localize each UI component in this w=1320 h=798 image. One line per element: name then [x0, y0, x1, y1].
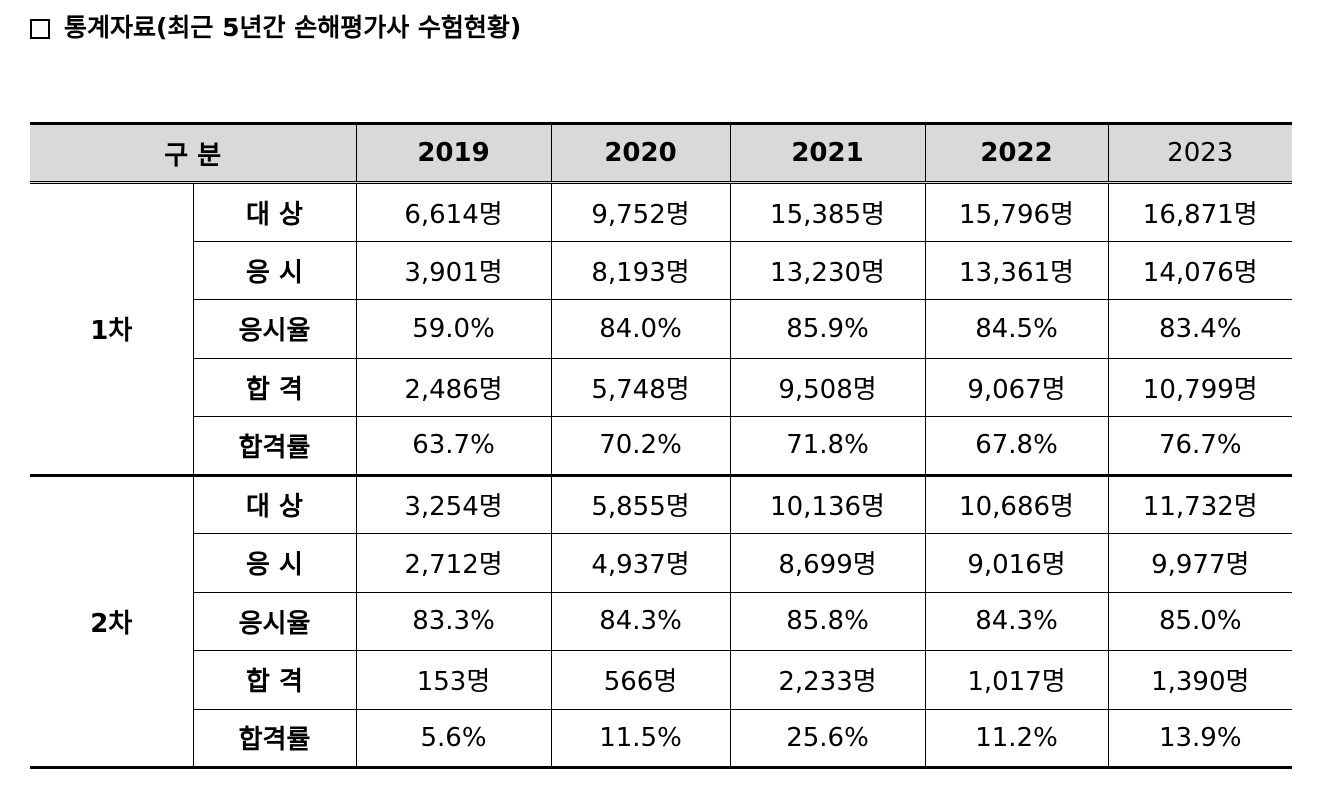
table-cell: 10,799명	[1107, 358, 1292, 417]
table-cell: 1,390명	[1107, 650, 1292, 710]
table-cell: 83.4%	[1107, 299, 1292, 359]
table-cell: 63.7%	[355, 416, 551, 477]
table-cell: 6,614명	[355, 182, 551, 242]
checkbox-square-icon	[30, 19, 50, 39]
table-row: 1차 대 상 6,614명 9,752명 15,385명 15,796명 16,…	[30, 182, 1292, 477]
table-cell: 85.8%	[729, 592, 925, 651]
table-cell: 76.7%	[1107, 416, 1292, 477]
table-cell: 15,385명	[729, 182, 925, 242]
table-cell: 11.5%	[550, 709, 730, 769]
row-label: 대 상	[192, 475, 356, 534]
table-row: 응 시 3,901명 8,193명 13,230명 13,361명 14,076…	[30, 241, 1292, 300]
table-row: 합 격 2,486명 5,748명 9,508명 9,067명 10,799명	[30, 358, 1292, 417]
group-label: 2차	[30, 475, 193, 769]
table-cell: 9,067명	[924, 358, 1108, 417]
row-label: 응시율	[192, 299, 356, 359]
group-label: 1차	[30, 182, 193, 477]
row-label: 합 격	[192, 358, 356, 417]
table-cell: 5,855명	[550, 475, 730, 534]
table-cell: 11.2%	[924, 709, 1108, 769]
table-row: 응 시 2,712명 4,937명 8,699명 9,016명 9,977명	[30, 533, 1292, 593]
table-row: 응시율 83.3% 84.3% 85.8% 84.3% 85.0%	[30, 592, 1292, 651]
header-year: 2023	[1107, 122, 1292, 184]
table-cell: 8,699명	[729, 533, 925, 593]
table-cell: 1,017명	[924, 650, 1108, 710]
header-year: 2021	[729, 122, 925, 184]
table-cell: 84.3%	[924, 592, 1108, 651]
table-cell: 13.9%	[1107, 709, 1292, 769]
table-cell: 2,712명	[355, 533, 551, 593]
row-label: 합 격	[192, 650, 356, 710]
table-cell: 4,937명	[550, 533, 730, 593]
statistics-table: 구 분 2019 2020 2021 2022 2023 1차 대 상 6,61…	[30, 122, 1292, 769]
row-label: 응시율	[192, 592, 356, 651]
header-year: 2019	[355, 122, 551, 184]
table-cell: 84.0%	[550, 299, 730, 359]
table-cell: 10,686명	[924, 475, 1108, 534]
table-cell: 3,254명	[355, 475, 551, 534]
table-cell: 10,136명	[729, 475, 925, 534]
table-cell: 11,732명	[1107, 475, 1292, 534]
table-cell: 15,796명	[924, 182, 1108, 242]
table-cell: 13,230명	[729, 241, 925, 300]
header-category: 구 분	[30, 122, 356, 184]
table-cell: 16,871명	[1107, 182, 1292, 242]
header-year: 2020	[550, 122, 730, 184]
table-cell: 14,076명	[1107, 241, 1292, 300]
table-row: 합 격 153명 566명 2,233명 1,017명 1,390명	[30, 650, 1292, 710]
table-cell: 566명	[550, 650, 730, 710]
table-cell: 71.8%	[729, 416, 925, 477]
table-cell: 25.6%	[729, 709, 925, 769]
table-row: 2차 대 상 3,254명 5,855명 10,136명 10,686명 11,…	[30, 475, 1292, 769]
table-cell: 2,233명	[729, 650, 925, 710]
table-cell: 67.8%	[924, 416, 1108, 477]
table-cell: 59.0%	[355, 299, 551, 359]
row-label: 응 시	[192, 241, 356, 300]
table-cell: 85.0%	[1107, 592, 1292, 651]
header-year: 2022	[924, 122, 1108, 184]
table-cell: 153명	[355, 650, 551, 710]
table-cell: 9,977명	[1107, 533, 1292, 593]
table-row: 합격률 5.6% 11.5% 25.6% 11.2% 13.9%	[30, 709, 1292, 769]
row-label: 합격률	[192, 709, 356, 769]
table-cell: 2,486명	[355, 358, 551, 417]
row-label: 합격률	[192, 416, 356, 477]
table-cell: 13,361명	[924, 241, 1108, 300]
table-cell: 3,901명	[355, 241, 551, 300]
header-row: 구 분 2019 2020 2021 2022 2023	[30, 122, 1292, 184]
table-cell: 9,016명	[924, 533, 1108, 593]
table-cell: 5.6%	[355, 709, 551, 769]
page-title: 통계자료(최근 5년간 손해평가사 수험현황)	[30, 10, 521, 46]
table-cell: 85.9%	[729, 299, 925, 359]
table-cell: 70.2%	[550, 416, 730, 477]
page-title-text: 통계자료(최근 5년간 손해평가사 수험현황)	[64, 13, 522, 42]
table-cell: 8,193명	[550, 241, 730, 300]
row-label: 대 상	[192, 182, 356, 242]
table-row: 합격률 63.7% 70.2% 71.8% 67.8% 76.7%	[30, 416, 1292, 477]
table-cell: 9,752명	[550, 182, 730, 242]
row-label: 응 시	[192, 533, 356, 593]
table-cell: 84.3%	[550, 592, 730, 651]
table-cell: 83.3%	[355, 592, 551, 651]
table-row: 응시율 59.0% 84.0% 85.9% 84.5% 83.4%	[30, 299, 1292, 359]
table-cell: 9,508명	[729, 358, 925, 417]
table-cell: 5,748명	[550, 358, 730, 417]
table-cell: 84.5%	[924, 299, 1108, 359]
